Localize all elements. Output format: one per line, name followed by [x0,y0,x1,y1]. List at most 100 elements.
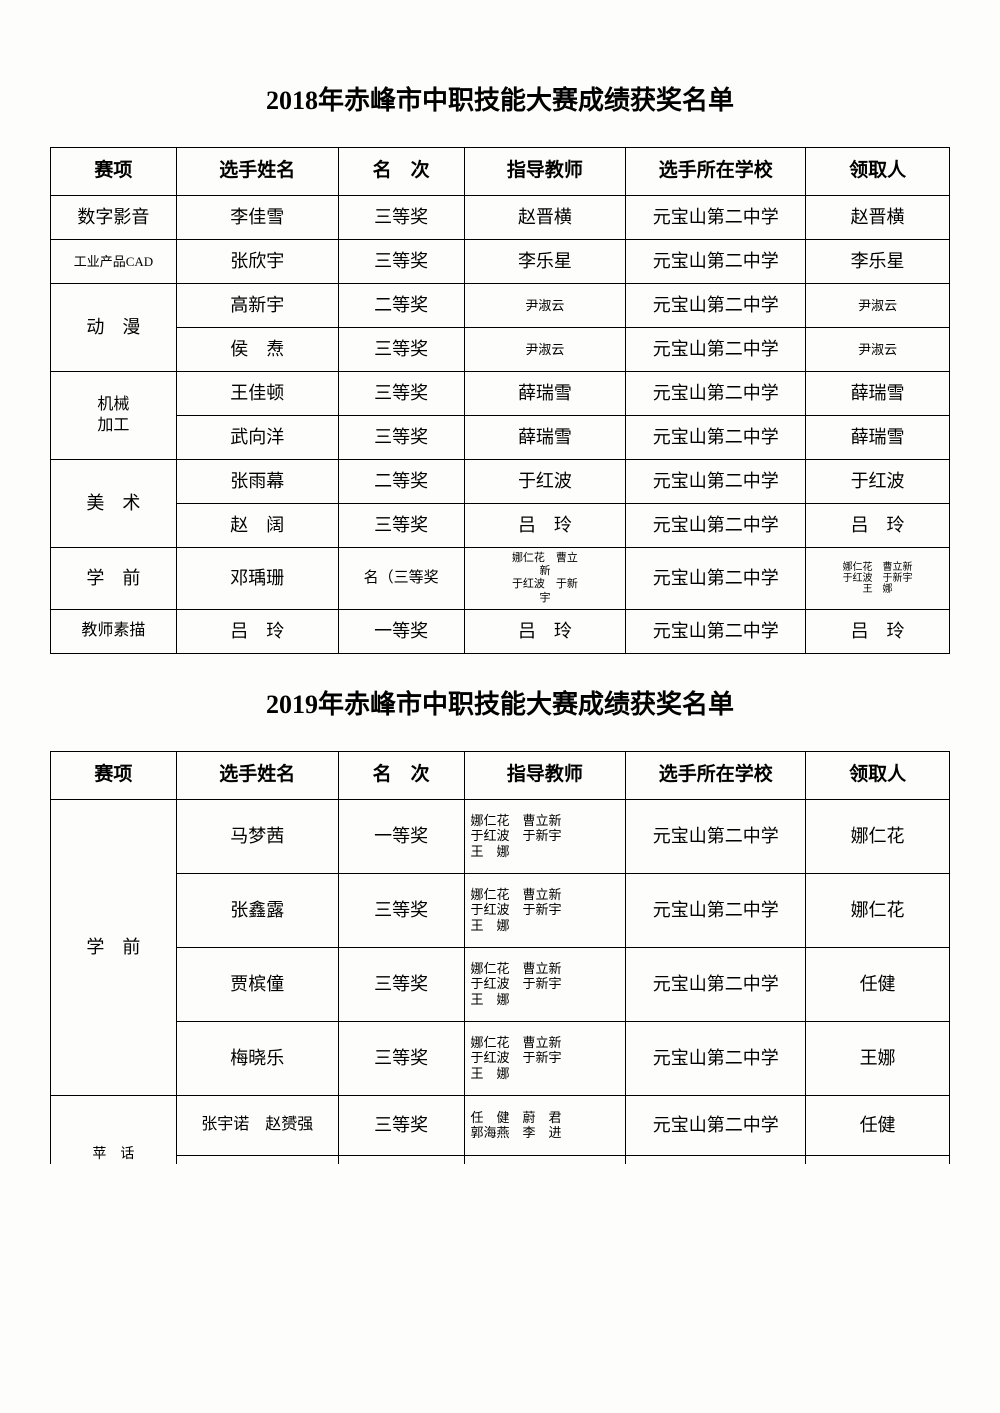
cell-name: 贾槟僮 [176,947,338,1021]
cell-cut [806,1155,950,1164]
table-row: 机械 加工 王佳顿 三等奖 薛瑞雪 元宝山第二中学 薛瑞雪 [51,372,950,416]
cell-rank: 三等奖 [338,947,464,1021]
cell-event: 动 漫 [51,284,177,372]
cell-recipient: 尹淑云 [806,284,950,328]
cell-event: 机械 加工 [51,372,177,460]
cell-school: 元宝山第二中学 [626,284,806,328]
header-recipient: 领取人 [806,751,950,799]
table-row: 苹 话 张宇诺 赵赟强 三等奖 任 健 蔚 君 郭海燕 李 进 元宝山第二中学 … [51,1095,950,1155]
cell-recipient: 薛瑞雪 [806,416,950,460]
cell-rank: 三等奖 [338,504,464,548]
cell-teacher: 娜仁花 曹立新 于红波 于新宇 王 娜 [464,873,626,947]
cell-teacher: 吕 玲 [464,504,626,548]
cell-recipient: 任健 [806,1095,950,1155]
cell-school: 元宝山第二中学 [626,504,806,548]
cell-school: 元宝山第二中学 [626,609,806,653]
cell-school: 元宝山第二中学 [626,1021,806,1095]
cell-school: 元宝山第二中学 [626,548,806,610]
cell-rank: 三等奖 [338,240,464,284]
cell-recipient: 娜仁花 曹立新 于红波 于新宇 王 娜 [806,548,950,610]
cell-school: 元宝山第二中学 [626,947,806,1021]
cell-school: 元宝山第二中学 [626,372,806,416]
header-recipient: 领取人 [806,148,950,196]
cell-school: 元宝山第二中学 [626,873,806,947]
cell-name: 王佳顿 [176,372,338,416]
cell-name: 赵 阔 [176,504,338,548]
cell-teacher: 娜仁花 曹立新 于红波 于新宇 王 娜 [464,799,626,873]
cell-event: 工业产品CAD [51,240,177,284]
table-row: 学 前 马梦茜 一等奖 娜仁花 曹立新 于红波 于新宇 王 娜 元宝山第二中学 … [51,799,950,873]
header-rank: 名 次 [338,148,464,196]
cell-name: 马梦茜 [176,799,338,873]
cell-rank: 一等奖 [338,609,464,653]
cell-name: 张欣宇 [176,240,338,284]
header-teacher: 指导教师 [464,751,626,799]
table-2019: 赛项 选手姓名 名 次 指导教师 选手所在学校 领取人 学 前 马梦茜 一等奖 … [50,751,950,1164]
cell-event: 苹 话 [51,1095,177,1164]
cell-name: 高新宇 [176,284,338,328]
cell-teacher: 尹淑云 [464,328,626,372]
cell-school: 元宝山第二中学 [626,416,806,460]
cell-teacher: 吕 玲 [464,609,626,653]
cell-teacher: 任 健 蔚 君 郭海燕 李 进 [464,1095,626,1155]
cell-teacher: 娜仁花 曹立新 于红波 于新宇 王 娜 [464,947,626,1021]
cell-rank: 三等奖 [338,1095,464,1155]
cell-recipient: 娜仁花 [806,873,950,947]
cell-recipient: 吕 玲 [806,504,950,548]
cell-recipient: 王娜 [806,1021,950,1095]
cell-event: 学 前 [51,548,177,610]
cell-recipient: 于红波 [806,460,950,504]
table-row: 梅晓乐 三等奖 娜仁花 曹立新 于红波 于新宇 王 娜 元宝山第二中学 王娜 [51,1021,950,1095]
cell-teacher: 于红波 [464,460,626,504]
cell-name: 吕 玲 [176,609,338,653]
table-row-cutoff [51,1155,950,1164]
cell-rank: 二等奖 [338,284,464,328]
table-row: 教师素描 吕 玲 一等奖 吕 玲 元宝山第二中学 吕 玲 [51,609,950,653]
table-row: 工业产品CAD 张欣宇 三等奖 李乐星 元宝山第二中学 李乐星 [51,240,950,284]
cell-school: 元宝山第二中学 [626,1095,806,1155]
table-2018: 赛项 选手姓名 名 次 指导教师 选手所在学校 领取人 数字影音 李佳雪 三等奖… [50,147,950,654]
cell-event: 数字影音 [51,196,177,240]
cell-rank: 三等奖 [338,873,464,947]
cell-school: 元宝山第二中学 [626,240,806,284]
cell-rank: 三等奖 [338,416,464,460]
cell-recipient: 尹淑云 [806,328,950,372]
cell-event: 美 术 [51,460,177,548]
table-row: 侯 焘 三等奖 尹淑云 元宝山第二中学 尹淑云 [51,328,950,372]
cell-teacher: 薛瑞雪 [464,416,626,460]
cell-event: 教师素描 [51,609,177,653]
title-2019: 2019年赤峰市中职技能大赛成绩获奖名单 [50,684,950,721]
cell-teacher: 李乐星 [464,240,626,284]
header-rank: 名 次 [338,751,464,799]
cell-teacher: 尹淑云 [464,284,626,328]
cell-cut [626,1155,806,1164]
table-row: 数字影音 李佳雪 三等奖 赵晋横 元宝山第二中学 赵晋横 [51,196,950,240]
table-row: 武向洋 三等奖 薛瑞雪 元宝山第二中学 薛瑞雪 [51,416,950,460]
title-2018: 2018年赤峰市中职技能大赛成绩获奖名单 [50,80,950,117]
cell-school: 元宝山第二中学 [626,460,806,504]
cell-teacher: 娜仁花 曹立新 于红波 于新宇 王 娜 [464,1021,626,1095]
cell-recipient: 薛瑞雪 [806,372,950,416]
cell-recipient: 任健 [806,947,950,1021]
table-row: 赵 阔 三等奖 吕 玲 元宝山第二中学 吕 玲 [51,504,950,548]
cell-event: 学 前 [51,799,177,1095]
cell-rank: 一等奖 [338,799,464,873]
cell-cut [338,1155,464,1164]
cell-rank: 三等奖 [338,196,464,240]
header-school: 选手所在学校 [626,148,806,196]
cell-name: 邓瑀珊 [176,548,338,610]
cell-cut [464,1155,626,1164]
cell-name: 张鑫露 [176,873,338,947]
table-row: 贾槟僮 三等奖 娜仁花 曹立新 于红波 于新宇 王 娜 元宝山第二中学 任健 [51,947,950,1021]
cell-recipient: 吕 玲 [806,609,950,653]
cell-rank: 二等奖 [338,460,464,504]
table-header-row: 赛项 选手姓名 名 次 指导教师 选手所在学校 领取人 [51,148,950,196]
cell-rank: 三等奖 [338,372,464,416]
table-row: 动 漫 高新宇 二等奖 尹淑云 元宝山第二中学 尹淑云 [51,284,950,328]
cell-recipient: 李乐星 [806,240,950,284]
cell-rank: 三等奖 [338,1021,464,1095]
table-header-row: 赛项 选手姓名 名 次 指导教师 选手所在学校 领取人 [51,751,950,799]
cell-name: 张宇诺 赵赟强 [176,1095,338,1155]
header-name: 选手姓名 [176,148,338,196]
cell-name: 李佳雪 [176,196,338,240]
